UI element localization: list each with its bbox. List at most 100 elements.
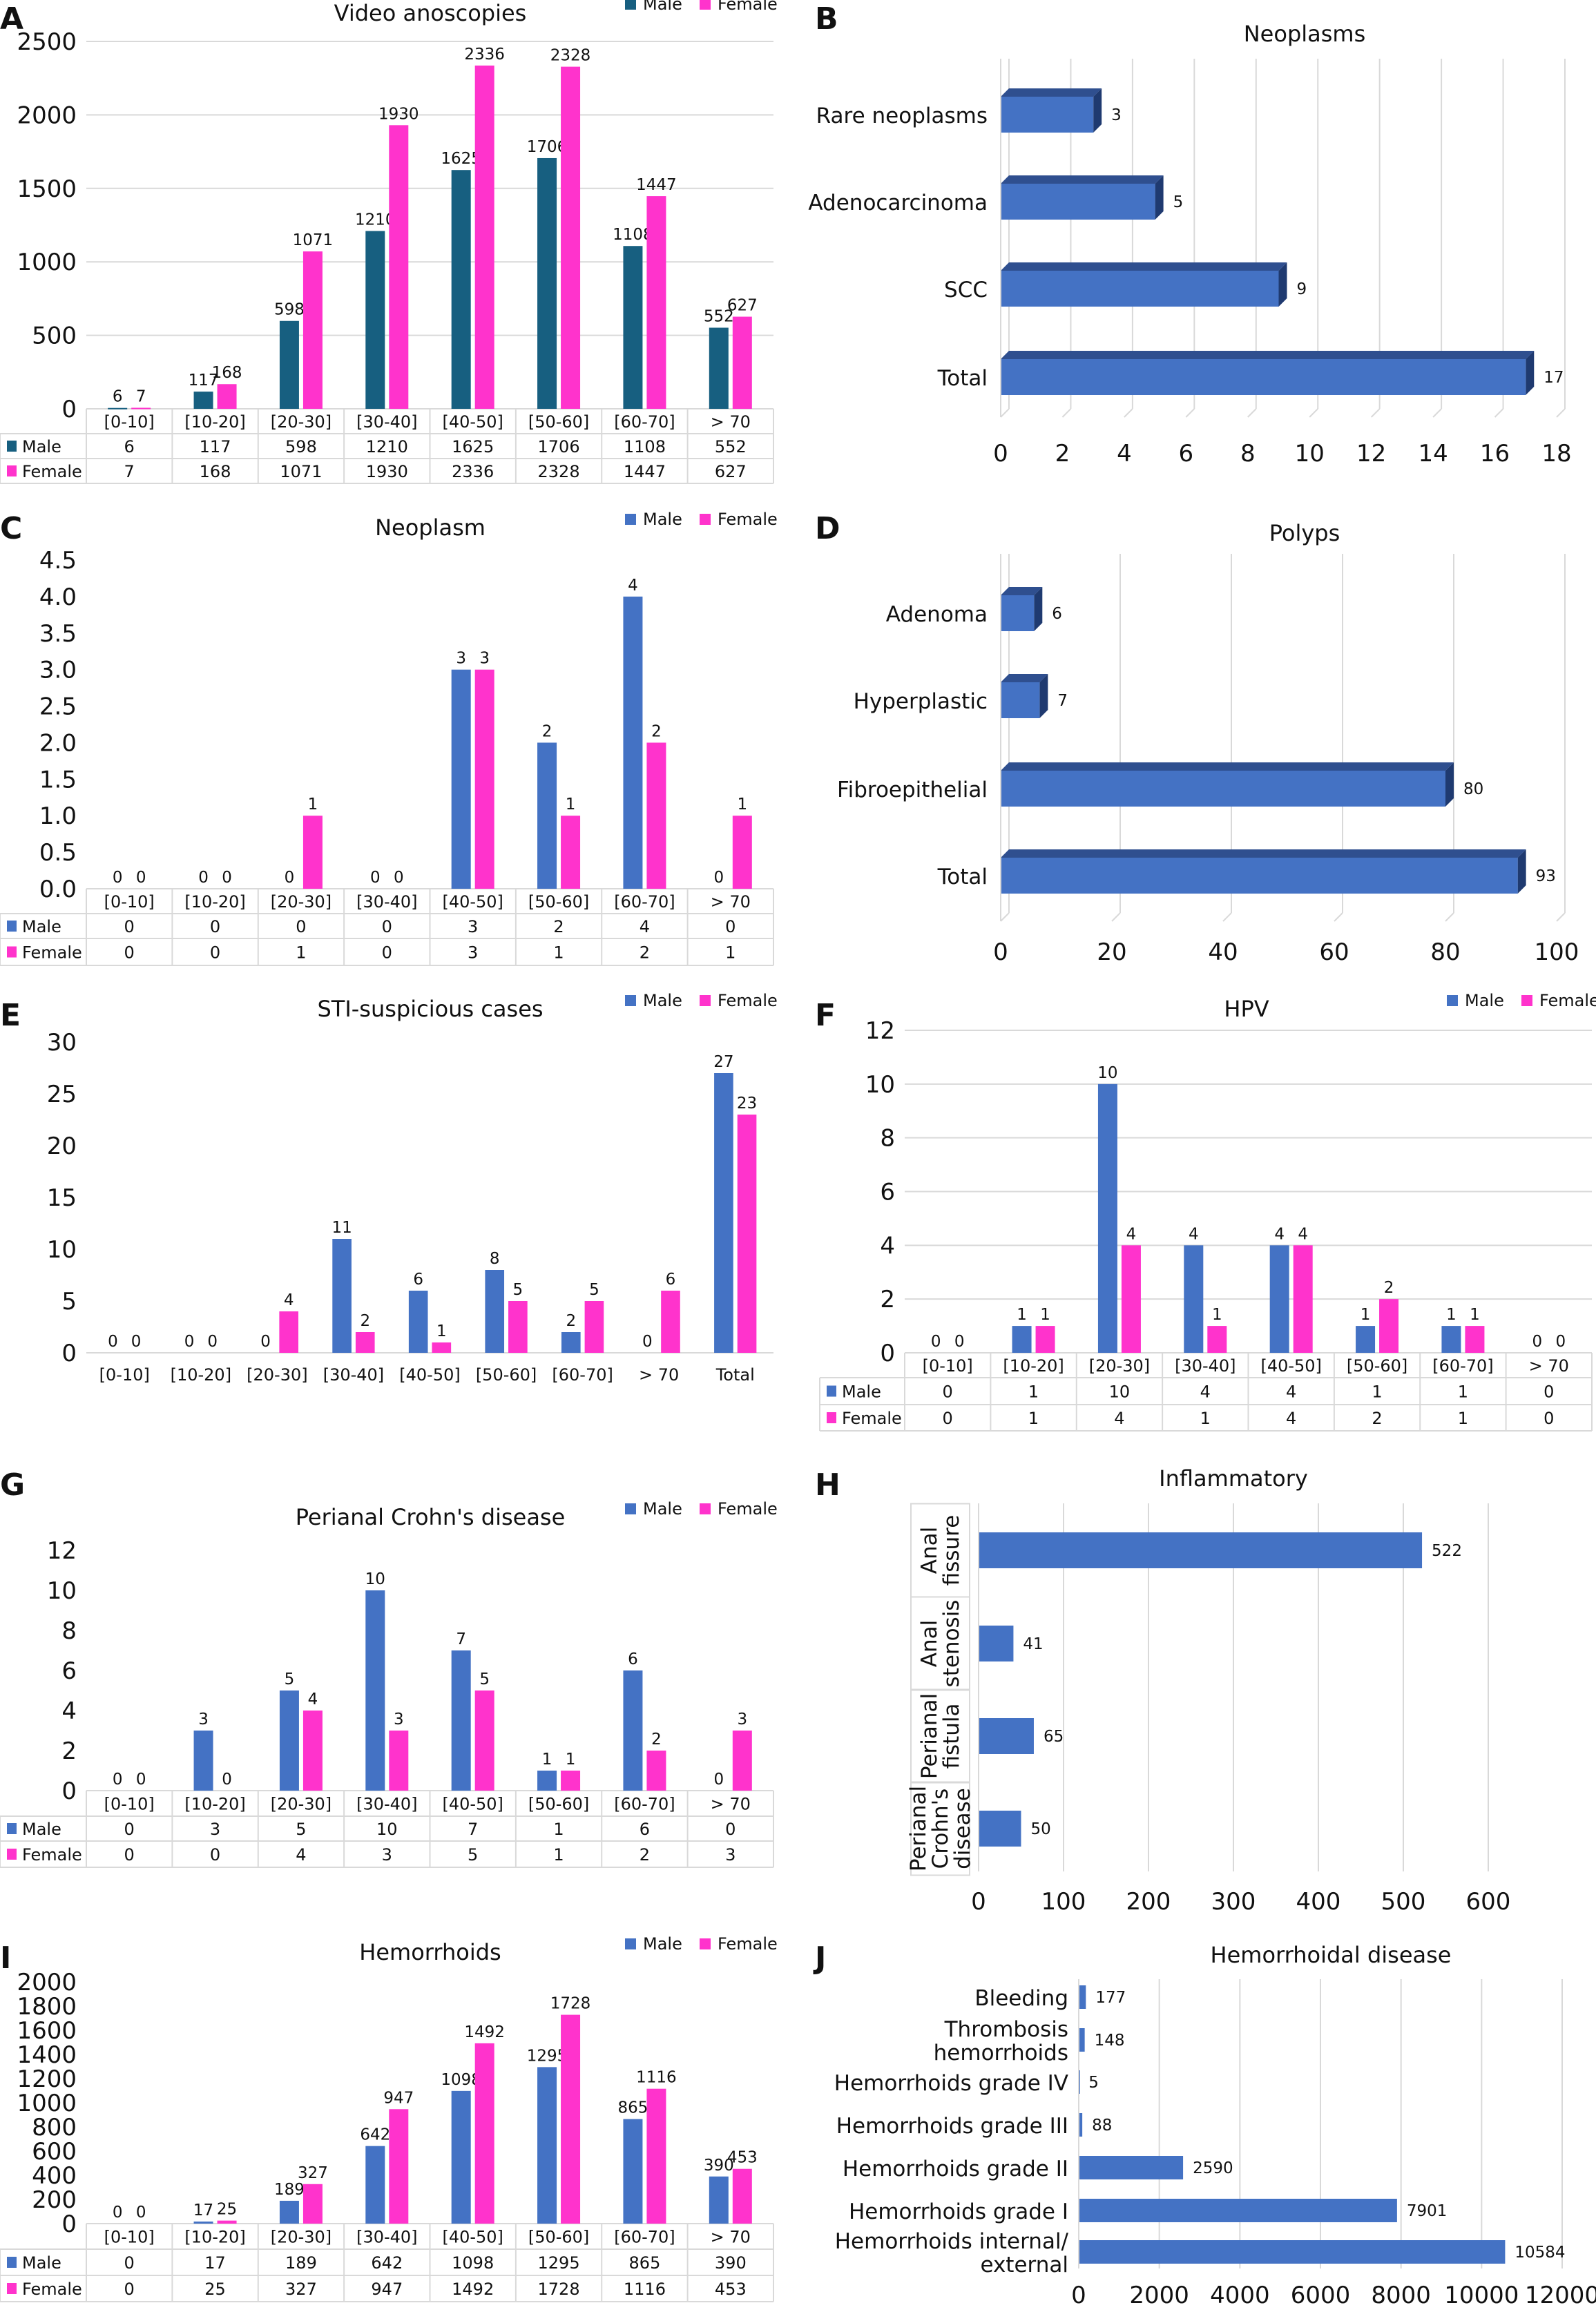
- legend-swatch-female: [700, 1503, 711, 1514]
- legend-label-male: Male: [643, 0, 682, 14]
- table-header-cell: [20-30]: [271, 412, 331, 432]
- bar-male: [108, 407, 128, 410]
- bar-top-face: [1001, 674, 1048, 682]
- data-label: 0: [113, 2204, 123, 2222]
- table-header-cell: [50-60]: [528, 412, 589, 432]
- y-tick-label: 10: [47, 1236, 77, 1264]
- legend-label-female: Female: [718, 1934, 778, 1954]
- data-label: 0: [108, 1333, 118, 1351]
- chart-panel-d: D Polyps 0 20 40 60 80 100 6 Adenoma 7 Hyperplastic…: [815, 511, 1579, 966]
- data-label: 0: [1532, 1333, 1542, 1351]
- y-tick-label: 0: [61, 1778, 77, 1805]
- data-label: 0: [931, 1333, 941, 1351]
- y-tick-label: 2500: [17, 28, 77, 56]
- table-legend-swatch: [7, 946, 17, 958]
- gridline: [1556, 912, 1566, 922]
- data-label: 1625: [441, 150, 481, 168]
- table-cell: 1071: [280, 462, 322, 481]
- panel-letter: E: [0, 998, 21, 1033]
- bar-female: [1207, 1326, 1227, 1353]
- bar-top-face: [1001, 762, 1454, 771]
- x-tick-label: 400: [1296, 1888, 1341, 1916]
- y-tick-label: 2: [880, 1286, 895, 1313]
- table-header-cell: [60-70]: [614, 412, 675, 432]
- panel-letter: D: [815, 511, 840, 546]
- chart-panel-e: E STI-suspicious cases Male Female051015202…: [0, 991, 778, 1385]
- gridline: [1000, 408, 1010, 418]
- x-tick-label: 2: [1055, 440, 1070, 468]
- table-cell: 1625: [452, 437, 494, 456]
- table-header-cell: [40-50]: [442, 412, 503, 432]
- data-label: 88: [1092, 2117, 1112, 2135]
- data-label: 2328: [550, 47, 591, 65]
- table-legend-swatch: [7, 1849, 17, 1860]
- data-label: 5: [1088, 2074, 1099, 2092]
- table-cell: 1: [725, 943, 735, 963]
- legend-label-female: Female: [718, 1499, 778, 1519]
- table-legend-swatch: [7, 441, 17, 452]
- y-tick-label: 0: [61, 396, 77, 423]
- bar-male: [1097, 1083, 1117, 1353]
- bar-male: [451, 170, 471, 409]
- table-header-cell: [50-60]: [1347, 1356, 1407, 1376]
- y-tick-label: 4.0: [39, 584, 77, 611]
- x-tick-label: 8: [1240, 440, 1256, 468]
- table-cell: 1210: [366, 437, 408, 456]
- data-label: 0: [113, 1771, 123, 1789]
- bar-male: [451, 669, 471, 889]
- chart-panel-g: G Perianal Crohn's disease Male Female 0 2 4 6 8…: [0, 1467, 778, 1868]
- table-header-cell: [10-20]: [184, 892, 245, 912]
- data-label: 1: [737, 796, 747, 813]
- table-header-cell: [40-50]: [442, 1795, 503, 1814]
- chart-title: Neoplasm: [375, 514, 485, 541]
- table-cell: 598: [285, 437, 317, 456]
- category-label: Thrombosis: [944, 2017, 1068, 2042]
- bar: [1079, 2028, 1085, 2052]
- y-tick-label: 400: [32, 2162, 77, 2190]
- y-tick-label: 10: [865, 1071, 895, 1099]
- data-label: 1: [1361, 1306, 1371, 1324]
- table-header-cell: [40-50]: [442, 892, 503, 912]
- gridline: [1494, 408, 1504, 418]
- legend-swatch-female: [700, 0, 711, 10]
- bar-female: [584, 1301, 604, 1353]
- table-cell: 3: [725, 1845, 735, 1865]
- table-cell: 1098: [452, 2253, 494, 2273]
- gridline: [1061, 408, 1072, 418]
- table-row-label: Female: [22, 462, 82, 481]
- x-tick-label: 100: [1535, 938, 1579, 966]
- table-cell: 0: [124, 1820, 135, 1839]
- y-tick-label: 15: [47, 1184, 77, 1212]
- table-header-cell: > 70: [711, 892, 751, 912]
- bar-side-face: [1039, 674, 1048, 718]
- data-label: 3: [456, 650, 466, 668]
- data-label: 2: [360, 1312, 370, 1330]
- bar-female: [389, 2109, 409, 2224]
- table-cell: 189: [285, 2253, 317, 2273]
- bar: [1001, 771, 1445, 807]
- y-tick-label: 1000: [17, 2090, 77, 2117]
- category-label: stenosis: [939, 1600, 964, 1688]
- data-label: 1: [566, 796, 576, 813]
- legend-swatch-female: [700, 995, 711, 1006]
- data-label: 2: [542, 722, 552, 740]
- table-cell: 1706: [538, 437, 580, 456]
- bar-female: [732, 316, 752, 409]
- category-box: [910, 1781, 970, 1876]
- legend-label-female: Female: [718, 991, 778, 1010]
- table-cell: 390: [715, 2253, 747, 2273]
- table-cell: 0: [124, 917, 135, 936]
- data-label: 0: [285, 869, 295, 887]
- data-label: 5: [589, 1281, 599, 1299]
- bar-male: [279, 2200, 299, 2224]
- legend-swatch-male: [625, 0, 636, 10]
- data-label: 8: [490, 1250, 500, 1268]
- x-tick-label: 14: [1418, 440, 1448, 468]
- data-label: 0: [370, 869, 381, 887]
- bar-male: [451, 2090, 471, 2224]
- category-label: Hemorrhoids grade I: [849, 2199, 1068, 2224]
- table-cell: 1108: [624, 437, 666, 456]
- y-tick-label: 1400: [17, 2041, 77, 2069]
